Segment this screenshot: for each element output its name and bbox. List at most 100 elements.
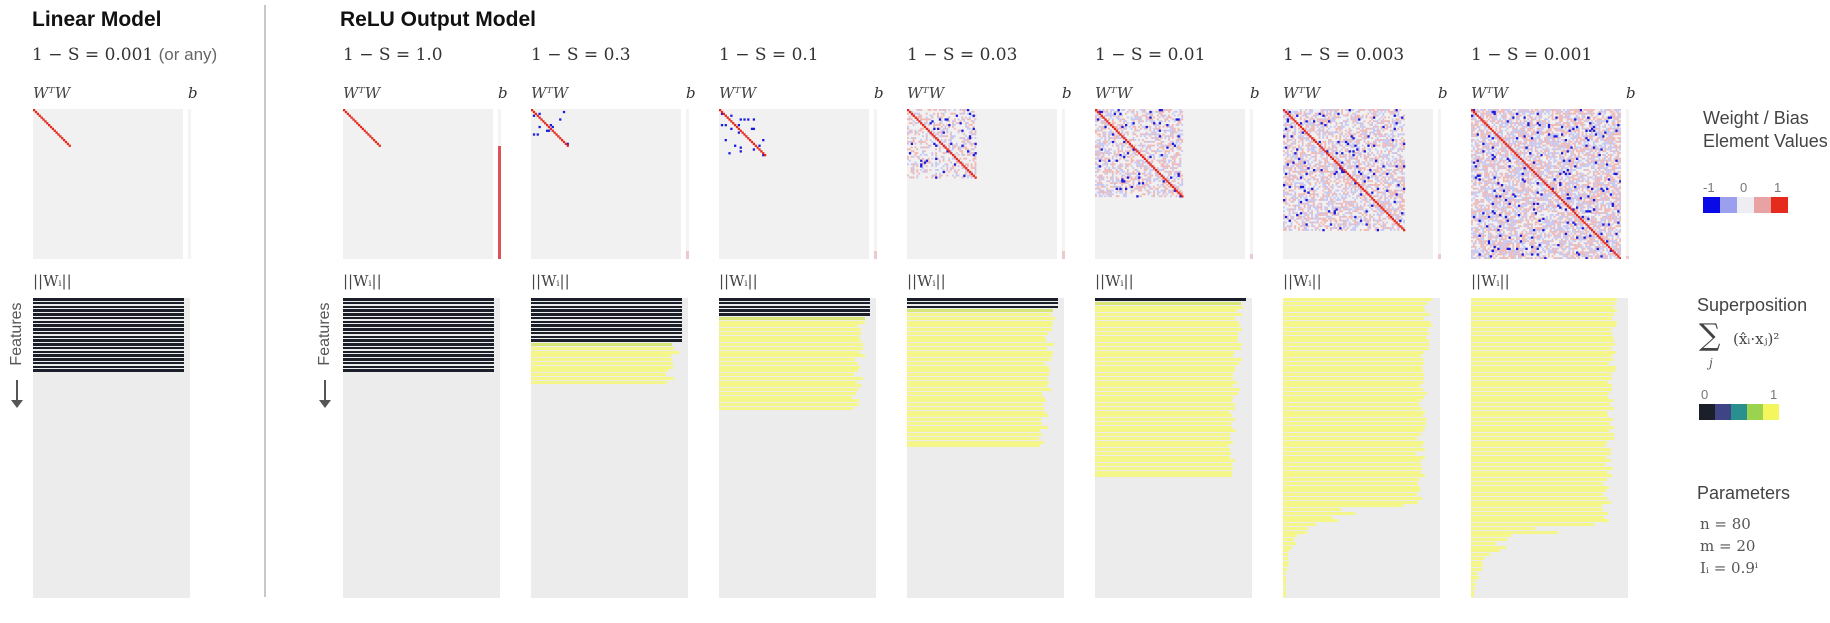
wtw-cell (1376, 131, 1379, 134)
wtw-cell (1314, 152, 1317, 154)
wtw-cell (1324, 182, 1327, 184)
wtw-cell (1119, 180, 1122, 183)
wtw-cell (1102, 163, 1105, 166)
wtw-cell (942, 129, 945, 132)
wtw-cell (1296, 154, 1298, 156)
wtw-cell (1341, 110, 1343, 113)
wtw-cell (1111, 174, 1114, 177)
wtw-cell (940, 139, 943, 141)
wtw-cell (1348, 208, 1351, 211)
wtw-cell (1132, 139, 1135, 141)
wtw-cell (1380, 214, 1383, 216)
wtw-cell (1320, 154, 1323, 156)
wtw-cell (916, 131, 919, 134)
wtw-cell (1311, 204, 1313, 207)
wtw-cell (1495, 112, 1498, 115)
wtw-cell (1145, 133, 1148, 136)
wtw-cell (1354, 165, 1357, 168)
wtw-cell (1367, 191, 1370, 194)
wtw-cell (1568, 114, 1571, 117)
wtw-cell (1318, 150, 1321, 153)
wtw-cell (1568, 116, 1571, 119)
wtw-cell (1365, 176, 1368, 179)
wtw-cell (922, 118, 924, 121)
wtw-cell (1299, 169, 1302, 171)
wtw-cell (923, 154, 926, 156)
wtw-cell (1373, 219, 1375, 222)
wtw-cell (1162, 116, 1165, 119)
wtw-cell (1143, 154, 1146, 156)
feature-norm-bar (1283, 313, 1431, 317)
wtw-cell (1576, 109, 1578, 111)
wtw-negative-point (1132, 148, 1135, 151)
wtw-heatmap-svg (719, 109, 767, 157)
wtw-cell (1365, 116, 1368, 119)
wtw-cell (1164, 109, 1167, 111)
wtw-cell (1333, 176, 1336, 179)
feature-norm-bar (1095, 406, 1236, 410)
wtw-cell (1100, 144, 1103, 147)
wtw-cell (1175, 155, 1178, 158)
wtw-cell (1314, 112, 1317, 115)
wtw-cell (1346, 202, 1349, 205)
wtw-cell (1344, 212, 1347, 214)
wtw-cell (1147, 167, 1150, 169)
wtw-cell (1386, 139, 1388, 141)
wtw-cell (1283, 137, 1285, 139)
wtw-cell (1376, 169, 1379, 171)
wtw-cell (1380, 225, 1383, 228)
wtw-cell (1301, 142, 1304, 145)
wtw-cell (1324, 114, 1327, 117)
wtw-cell (1339, 142, 1342, 145)
wtw-cell (1307, 163, 1310, 166)
wtw-negative-point (728, 152, 731, 155)
wtw-cell (1100, 185, 1103, 188)
wtw-cell (1303, 127, 1306, 130)
wtw-cell (1138, 180, 1140, 183)
wtw-diagonal-point (907, 109, 910, 112)
wtw-cell (1346, 148, 1349, 151)
wtw-cell (1615, 110, 1618, 113)
wtw-cell (1156, 172, 1159, 175)
wtw-cell (1166, 129, 1169, 132)
wtw-cell (1134, 172, 1137, 175)
wtw-cell (1104, 148, 1107, 151)
wtw-cell (916, 170, 919, 173)
wtw-cell (948, 125, 951, 128)
feature-norm-bar (343, 316, 494, 320)
wtw-cell (1374, 112, 1377, 115)
feature-norm-bar (1283, 448, 1425, 452)
wtw-cell (908, 140, 911, 143)
wtw-cell (938, 146, 941, 149)
wtw-cell (1521, 110, 1524, 113)
wtw-negative-point (1399, 219, 1402, 222)
wtw-cell (1322, 219, 1325, 222)
wtw-cell (1566, 109, 1569, 111)
wtw-cell (1134, 176, 1137, 179)
wtw-cell (1284, 199, 1287, 201)
wtw-cell (1393, 178, 1396, 181)
wtw-cell (1363, 184, 1366, 186)
wtw-cell (1386, 182, 1388, 184)
wtw-cell (923, 140, 926, 143)
wtw-cell (935, 165, 937, 168)
wtw-cell (1344, 124, 1347, 126)
wtw-cell (1305, 139, 1308, 141)
wtw-cell (1134, 114, 1137, 117)
wtw-negative-point (1170, 176, 1173, 179)
wtw-cell (1363, 120, 1366, 123)
wtw-cell (1141, 180, 1144, 183)
feature-norm-bar (1283, 395, 1425, 399)
wtw-cell (1322, 184, 1325, 186)
wtw-negative-point (1335, 208, 1338, 211)
wtw-cell (1313, 225, 1315, 228)
wtw-cell (1348, 110, 1351, 113)
wtw-cell (1378, 214, 1381, 216)
wtw-cell (1333, 165, 1336, 168)
wtw-cell (1123, 178, 1125, 181)
wtw-negative-point (1303, 189, 1306, 192)
wtw-cell (1307, 112, 1310, 115)
feature-norm-bar (531, 324, 682, 327)
wtw-cell (1181, 193, 1184, 196)
wtw-cell (1128, 139, 1131, 141)
